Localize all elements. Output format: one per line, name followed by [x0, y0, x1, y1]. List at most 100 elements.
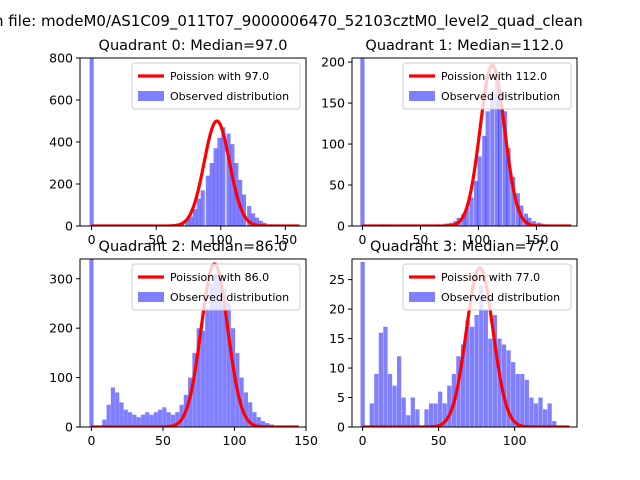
quadrant-1-xtick-label-3: 150	[524, 232, 548, 247]
quadrant-1-bar-17	[494, 78, 500, 226]
quadrant-2-bar-2	[106, 404, 111, 427]
quadrant-1-ytick-label-1: 50	[329, 178, 345, 193]
quadrant-0-bar-20	[254, 217, 259, 226]
quadrant-3-bar-3	[378, 332, 384, 427]
quadrant-3-bar-24	[479, 285, 484, 427]
quadrant-0-xtick-label-0: 0	[88, 232, 96, 247]
quadrant-2-bar-23	[196, 328, 201, 427]
quadrant-0-ytick-label-4: 800	[49, 51, 73, 66]
quadrant-2-title: Quadrant 2: Median=86.0	[99, 239, 288, 255]
quadrant-0-bar-14	[230, 144, 235, 226]
quadrant-2-bar-1	[102, 419, 107, 427]
quadrant-3-bar-1	[369, 403, 374, 427]
quadrant-3-bar-35	[529, 397, 534, 427]
quadrant-1-bar-21	[511, 176, 516, 226]
quadrant-2-legend-line-label: Poission with 86.0	[170, 271, 269, 284]
quadrant-3-bar-11	[415, 409, 420, 427]
quadrant-1-bar-12	[474, 180, 479, 226]
quadrant-2-xtick-label-1: 50	[155, 433, 171, 448]
quadrant-1-bar-0	[360, 58, 365, 226]
quadrant-2-panel: 0 50 100 150 0 100 200 300 Poission with 86.0 Obs…	[49, 239, 318, 448]
quadrant-3-xtick-label-0: 0	[359, 433, 367, 448]
quadrant-3-bar-32	[515, 373, 520, 427]
quadrant-0-bar-12	[221, 127, 226, 226]
quadrant-0-bar-4	[188, 216, 194, 226]
quadrant-2-bar-35	[248, 402, 253, 427]
quadrant-3-bar-26	[488, 338, 493, 427]
quadrant-0-title: Quadrant 0: Median=97.0	[99, 38, 288, 54]
quadrant-3-bar-27	[492, 315, 498, 427]
quadrant-1-legend-bar-label: Observed distribution	[441, 90, 560, 103]
quadrant-2-bar-27	[213, 273, 218, 427]
quadrant-3-legend-box	[402, 263, 572, 311]
quadrant-2-legend: Poission with 86.0 Observed distribution	[131, 263, 301, 311]
quadrant-3-bar-21	[465, 320, 470, 427]
quadrant-2-bar-14	[158, 409, 163, 427]
quadrant-3-bar-36	[533, 403, 539, 427]
quadrant-1-ytick-label-4: 200	[321, 55, 345, 70]
quadrant-3-ytick-label-1: 5	[337, 390, 345, 405]
quadrant-1-ytick-label-3: 150	[321, 96, 345, 111]
quadrant-3-bar-40	[552, 421, 557, 427]
quadrant-3-bar-38	[542, 409, 548, 427]
quadrant-0-bar-6	[196, 198, 201, 226]
figure-suptitle: n file: modeM0/AS1C09_011T07_9000006470_…	[0, 12, 583, 31]
quadrant-3-bar-29	[501, 344, 507, 427]
quadrant-2-bar-26	[209, 283, 214, 427]
quadrant-0-bar-0	[89, 58, 94, 226]
quadrant-3-bar-23	[474, 315, 479, 427]
quadrant-0-ytick-label-0: 0	[65, 219, 73, 234]
quadrant-3-ytick-label-5: 25	[329, 272, 345, 287]
quadrant-2-bar-34	[243, 392, 248, 427]
quadrant-2-bar-0	[89, 259, 94, 427]
quadrant-1-xtick-label-1: 50	[412, 232, 428, 247]
quadrant-2-bar-19	[179, 404, 184, 427]
quadrant-2-bar-18	[175, 412, 180, 427]
quadrant-0-ytick-label-3: 600	[49, 93, 73, 108]
quadrant-2-bar-24	[200, 330, 206, 427]
quadrant-1-ytick-label-2: 100	[321, 137, 345, 152]
quadrant-0-legend-box	[131, 62, 301, 110]
quadrant-3-bar-19	[456, 356, 461, 427]
quadrant-3-legend-line-label: Poission with 77.0	[441, 271, 540, 284]
quadrant-1-legend: Poission with 112.0 Observed distribution	[402, 62, 572, 110]
quadrant-1-bar-13	[477, 156, 482, 226]
quadrant-0-panel: 0 50 100 150 0 200 400 600 800 Poission with 97.0…	[49, 38, 307, 247]
quadrant-3-bar-39	[547, 403, 552, 427]
quadrant-0-xtick-label-3: 150	[273, 232, 297, 247]
quadrant-1-bar-25	[527, 217, 532, 226]
quadrant-0-bar-9	[209, 163, 214, 226]
quadrant-2-legend-bar-swatch	[138, 292, 164, 302]
quadrant-2-bar-31	[230, 328, 236, 427]
quadrant-0-legend: Poission with 97.0 Observed distribution	[131, 62, 301, 110]
quadrant-1-bar-18	[498, 94, 503, 226]
quadrant-2-xtick-label-0: 0	[87, 433, 95, 448]
quadrant-2-xtick-label-3: 150	[294, 433, 318, 448]
quadrant-1-bar-10	[464, 207, 469, 226]
quadrant-1-bar-20	[506, 148, 511, 226]
quadrant-0-legend-bar-label: Observed distribution	[170, 90, 289, 103]
quadrant-3-bar-6	[392, 385, 397, 427]
quadrant-3-bar-7	[397, 356, 402, 427]
quadrant-0-bar-21	[258, 220, 263, 226]
quadrant-3-title: Quadrant 3: Median=77.0	[370, 239, 559, 255]
quadrant-1-ytick-label-0: 0	[337, 219, 345, 234]
quadrant-3-bar-17	[447, 385, 452, 427]
quadrant-3-ytick-label-3: 15	[329, 331, 345, 346]
quadrant-0-bar-17	[241, 194, 247, 226]
quadrant-2-bar-30	[226, 303, 231, 427]
quadrant-3-axes-frame	[351, 258, 578, 428]
quadrant-2-bar-37	[256, 417, 261, 427]
quadrant-3-bar-34	[524, 379, 529, 427]
quadrant-1-bar-16	[490, 90, 495, 226]
quadrant-2-bar-39	[265, 423, 270, 427]
quadrant-2-bar-16	[166, 412, 171, 427]
quadrant-3-bar-25	[483, 309, 488, 427]
quadrant-2-bar-28	[218, 278, 223, 427]
quadrant-2-bar-13	[153, 412, 158, 427]
quadrant-3-xtick-label-1: 50	[431, 433, 447, 448]
quadrant-2-bar-17	[170, 414, 176, 427]
quadrant-3-ytick-label-2: 10	[329, 361, 345, 376]
quadrant-1-legend-bar-swatch	[409, 91, 435, 101]
